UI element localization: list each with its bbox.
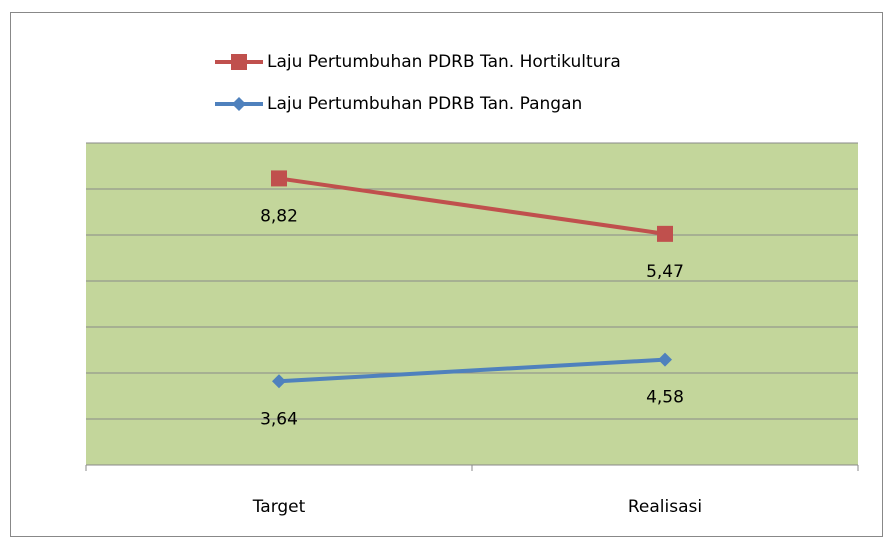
data-label: 3,64 — [260, 409, 298, 429]
data-point — [272, 374, 286, 389]
data-point — [271, 170, 287, 187]
legend-marker — [232, 97, 246, 111]
data-point — [657, 225, 673, 242]
data-label: 5,47 — [646, 262, 684, 282]
x-tick-label: Target — [252, 497, 306, 517]
legend-label: Laju Pertumbuhan PDRB Tan. Hortikultura — [267, 52, 621, 72]
legend-marker — [231, 54, 247, 70]
x-tick-label: Realisasi — [628, 497, 702, 517]
data-label: 8,82 — [260, 206, 298, 226]
plot-area — [86, 143, 858, 465]
series-line — [278, 176, 666, 236]
data-label: 4,58 — [646, 388, 684, 408]
series-line — [278, 357, 666, 384]
legend-label: Laju Pertumbuhan PDRB Tan. Pangan — [267, 94, 582, 114]
data-point — [658, 352, 672, 367]
